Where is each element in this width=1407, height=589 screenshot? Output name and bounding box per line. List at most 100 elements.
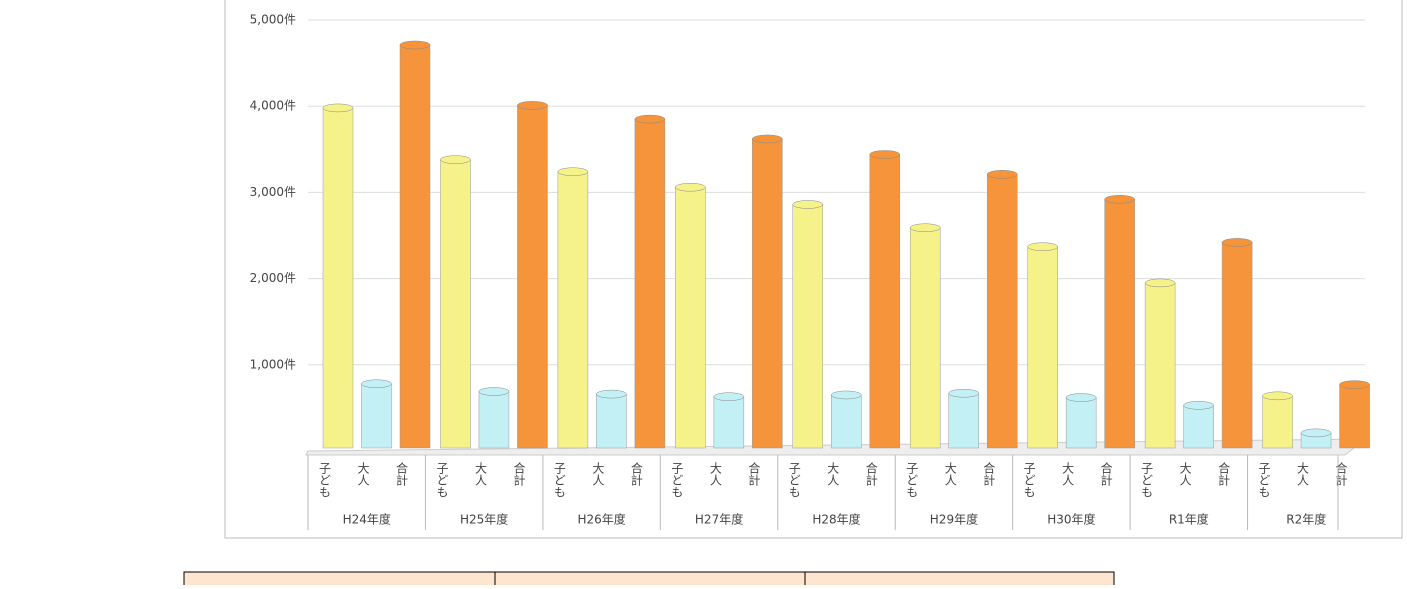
bar	[1145, 283, 1175, 448]
bar	[987, 174, 1017, 448]
bar-top	[752, 135, 782, 143]
bar-top	[987, 170, 1017, 178]
x-tick-label: H30年度	[1047, 512, 1095, 527]
series-label: 合計	[629, 461, 643, 486]
table	[184, 572, 1114, 585]
bar	[714, 397, 744, 448]
bar	[870, 154, 900, 448]
page: {"chart_data": {"type": "bar", "categori…	[0, 0, 1407, 585]
bar-top	[1028, 243, 1058, 251]
series-label: 合計	[395, 461, 409, 486]
bar	[440, 160, 470, 448]
series-label: 子ども	[1140, 462, 1154, 498]
series-label: 合計	[1334, 461, 1348, 486]
bar-top	[1184, 401, 1214, 409]
bar	[635, 119, 665, 448]
bar-top	[870, 150, 900, 158]
bar	[323, 108, 353, 448]
x-tick-label: H26年度	[577, 512, 625, 527]
chart: 1,000件2,000件3,000件4,000件5,000件H24年度子ども大人…	[0, 0, 1407, 585]
bar	[675, 187, 705, 448]
bar-top	[831, 391, 861, 399]
series-label: 合計	[982, 461, 996, 486]
series-label: 大人	[943, 462, 957, 486]
y-tick-label: 1,000件	[250, 357, 296, 371]
series-label: 子ども	[1022, 462, 1036, 498]
bar-top	[793, 200, 823, 208]
bar	[1028, 247, 1058, 448]
series-label: 大人	[1061, 462, 1075, 486]
series-label: 子ども	[1257, 462, 1271, 498]
bar	[949, 393, 979, 448]
bar-top	[400, 41, 430, 49]
bar	[1340, 385, 1370, 448]
y-tick-label: 5,000件	[250, 13, 296, 27]
series-label: 大人	[591, 462, 605, 486]
series-label: 合計	[747, 461, 761, 486]
table-cell	[805, 572, 1114, 585]
series-label: 大人	[708, 462, 722, 486]
x-tick-label: R1年度	[1169, 512, 1209, 527]
bar-top	[479, 388, 509, 396]
bar-top	[1263, 392, 1293, 400]
series-label: 合計	[1099, 461, 1113, 486]
y-tick-label: 2,000件	[250, 271, 296, 285]
bar	[1105, 199, 1135, 448]
bar-top	[323, 104, 353, 112]
series-label: 子ども	[787, 462, 801, 498]
bar-top	[440, 156, 470, 164]
y-tick-label: 3,000件	[250, 185, 296, 199]
bar	[558, 172, 588, 448]
bar-top	[949, 389, 979, 397]
series-label: 合計	[512, 461, 526, 486]
series-label: 子ども	[435, 462, 449, 498]
x-tick-label: H27年度	[695, 512, 743, 527]
bar-top	[1105, 195, 1135, 203]
bar-top	[1340, 381, 1370, 389]
series-label: 子ども	[670, 462, 684, 498]
bar	[517, 105, 547, 448]
bar	[1066, 398, 1096, 448]
series-label: 大人	[1178, 462, 1192, 486]
bar-top	[910, 224, 940, 232]
bar-top	[1066, 394, 1096, 402]
x-tick-label: H29年度	[930, 512, 978, 527]
series-label: 合計	[864, 461, 878, 486]
bar	[752, 139, 782, 448]
series-label: 子ども	[552, 462, 566, 498]
bar-top	[1145, 279, 1175, 287]
bar-top	[517, 101, 547, 109]
table-cell	[184, 572, 495, 585]
bar	[831, 395, 861, 448]
bar	[793, 204, 823, 448]
series-label: 大人	[826, 462, 840, 486]
series-label: 子ども	[905, 462, 919, 498]
bar	[1184, 405, 1214, 448]
bar-top	[362, 380, 392, 388]
table-cell	[495, 572, 805, 585]
bar-top	[714, 393, 744, 401]
bar	[910, 228, 940, 448]
bar-top	[1222, 238, 1252, 246]
series-label: 大人	[356, 462, 370, 486]
bar-top	[558, 168, 588, 176]
bar-top	[635, 115, 665, 123]
x-tick-label: R2年度	[1286, 512, 1326, 527]
x-tick-label: H28年度	[812, 512, 860, 527]
bar	[479, 392, 509, 448]
bar-top	[1301, 429, 1331, 437]
series-label: 大人	[473, 462, 487, 486]
bar	[400, 45, 430, 448]
bar	[362, 384, 392, 448]
bar-top	[596, 390, 626, 398]
x-tick-label: H25年度	[460, 512, 508, 527]
bar	[1263, 396, 1293, 448]
x-tick-label: H24年度	[343, 512, 391, 527]
series-label: 大人	[1296, 462, 1310, 486]
series-label: 合計	[1217, 461, 1231, 486]
series-label: 子ども	[318, 462, 332, 498]
bar-top	[675, 183, 705, 191]
bar	[596, 394, 626, 448]
bar	[1222, 242, 1252, 448]
y-tick-label: 4,000件	[250, 99, 296, 113]
